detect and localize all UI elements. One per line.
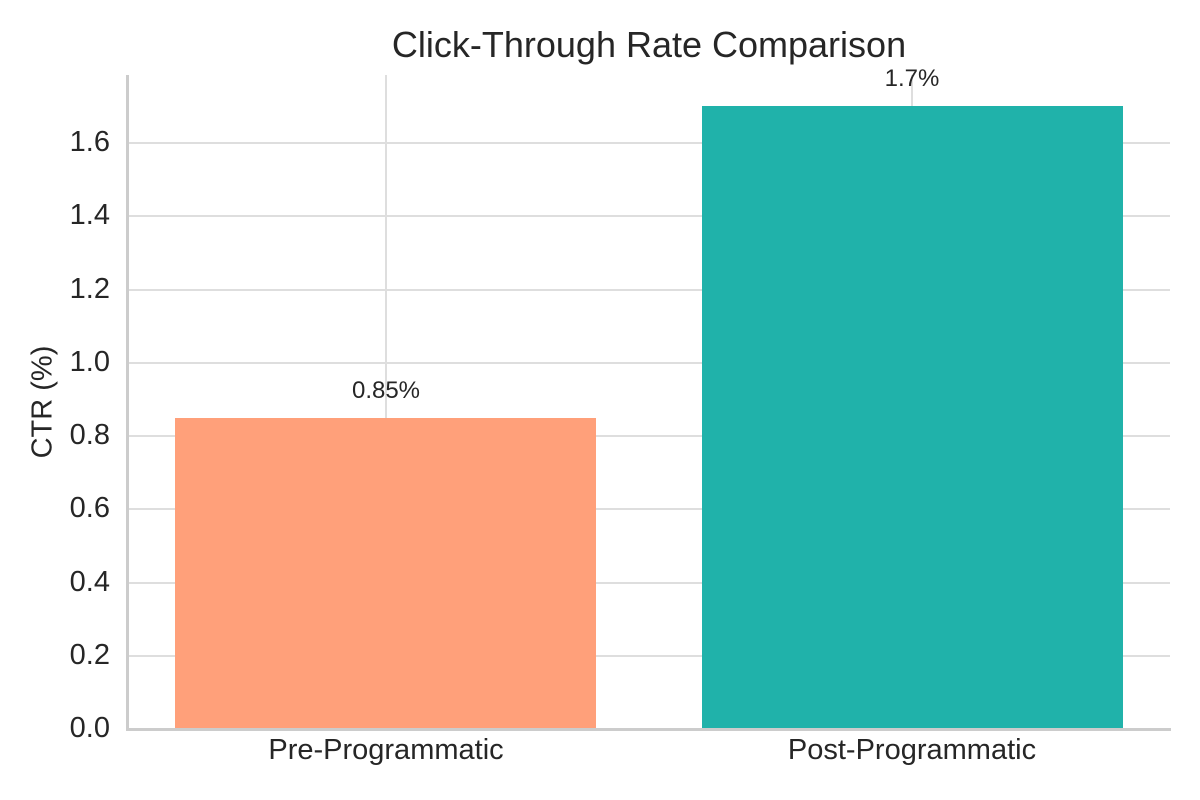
ytick-label: 0.0 <box>69 712 110 744</box>
ytick-label: 1.4 <box>69 199 110 231</box>
chart-title: Click-Through Rate Comparison <box>391 24 907 65</box>
gridline-0.4 <box>128 582 1170 584</box>
ytick-label: 0.2 <box>69 639 110 671</box>
xtick-label-post: Post-Programmatic <box>787 734 1037 766</box>
gridline-1.4 <box>128 215 1170 217</box>
bar-value-label-pre: 0.85% <box>351 377 421 404</box>
plot-area: 0.85% 1.7% <box>128 65 1170 730</box>
bar-post-programmatic <box>702 106 1123 729</box>
y-axis-label: CTR (%) <box>26 345 59 459</box>
gridline-0.8 <box>128 435 1170 437</box>
x-axis-line <box>126 728 1171 731</box>
gridline-0.2 <box>128 655 1170 657</box>
gridline-1.2 <box>128 289 1170 291</box>
ytick-label: 0.4 <box>69 566 110 598</box>
vgridline-pre <box>385 75 387 729</box>
bar-value-label-post: 1.7% <box>884 65 940 92</box>
bar-pre-programmatic <box>175 418 596 729</box>
xtick-label-pre: Pre-Programmatic <box>268 734 504 766</box>
gridline-1.0 <box>128 362 1170 364</box>
ytick-label: 0.6 <box>69 492 110 524</box>
ytick-label: 1.2 <box>69 273 110 305</box>
gridline-1.6 <box>128 142 1170 144</box>
ytick-label: 1.0 <box>69 346 110 378</box>
gridline-0.6 <box>128 508 1170 510</box>
ytick-label: 0.8 <box>69 419 110 451</box>
y-axis-line <box>126 75 129 731</box>
ytick-label: 1.6 <box>69 126 110 158</box>
